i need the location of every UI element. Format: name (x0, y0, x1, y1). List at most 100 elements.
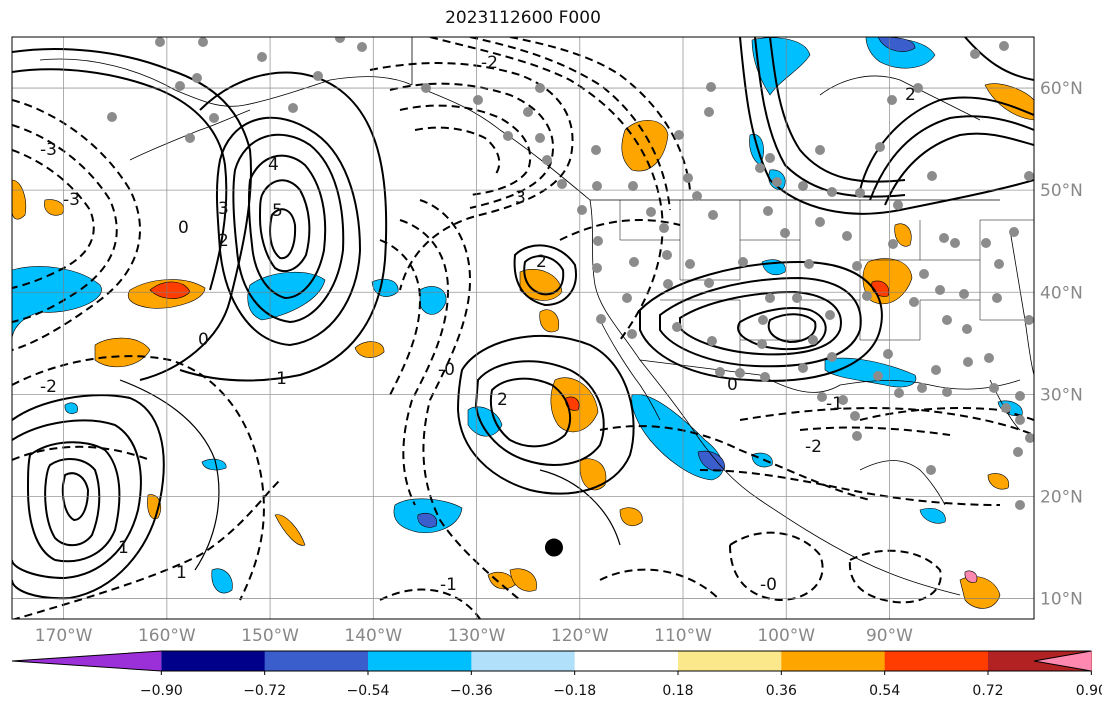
colorbar-extend-low (12, 651, 162, 671)
colorbar-segment (161, 651, 266, 671)
colorbar-tick-label: −0.18 (553, 683, 596, 699)
contour-labels: 2 3 4 5 0 -1 -2 -3 0 -0 1 2 3 0 -2 -0 -1… (40, 53, 916, 595)
contour-label: -1 (826, 394, 843, 414)
lon-tick-label: 130°W (448, 626, 506, 646)
contour-high-gulf-alaska-1 (215, 116, 362, 347)
shade-blue-canada-1 (751, 37, 811, 96)
coast-alaska (39, 58, 413, 107)
contour-high-gulf-alaska-5 (269, 208, 297, 260)
contour-label: 3 (218, 199, 229, 219)
contour-label: -3 (40, 140, 57, 160)
shade-orange-central (354, 341, 385, 358)
coastlines (39, 37, 1034, 596)
contour-trough-3 (679, 290, 842, 356)
colorbar-tick-label: −0.54 (347, 683, 390, 699)
coast-baja (599, 319, 661, 421)
colorbar-tick-label: 0.18 (662, 683, 693, 699)
contour-label: 0 (727, 375, 738, 395)
colorbar-tick-label: −0.90 (140, 683, 183, 699)
contour-label: 3 (515, 188, 526, 208)
lon-tick-label: 120°W (551, 626, 609, 646)
contour-trough-1 (639, 260, 883, 382)
shade-orange-w3 (44, 199, 65, 216)
contour-label: 2 (536, 252, 547, 272)
contour-label: -0 (438, 360, 455, 380)
shade-orange-south-2 (509, 568, 537, 592)
contour-label: 5 (272, 201, 283, 221)
shade-orange-baja-1 (539, 309, 560, 333)
colorbar-segment (884, 651, 989, 671)
contour-high-sw-3 (26, 441, 121, 563)
contour-high-sw-4 (44, 458, 101, 547)
lon-tick-label: 140°W (344, 626, 402, 646)
thin-contours (119, 379, 621, 571)
contour-label: -1 (270, 369, 287, 389)
lon-tick-label: 150°W (241, 626, 299, 646)
colorbar-extend-high (1034, 651, 1092, 671)
shade-royal-subtrop-w (417, 512, 438, 528)
shade-blue-w-small (211, 568, 233, 594)
shade-blue-central-2 (419, 286, 447, 315)
shade-blue-w-small-2 (64, 402, 78, 414)
lon-tick-label: 90°W (866, 626, 913, 646)
coast-bc (424, 89, 591, 201)
colorbar-tick-label: 0.72 (972, 683, 1003, 699)
lon-tick-label: 100°W (757, 626, 815, 646)
shade-orange-east-1 (579, 458, 607, 491)
lat-tick-label: 20°N (1040, 487, 1083, 507)
lat-tick-label: 60°N (1040, 79, 1083, 99)
lon-tick-label: 170°W (35, 626, 93, 646)
lat-tick-label: 10°N (1040, 590, 1083, 610)
shade-orange-plains-2 (894, 223, 912, 247)
border-us-mexico (639, 359, 841, 393)
shade-blue-caribbean (919, 508, 946, 524)
coast-hudson (819, 75, 981, 121)
lat-tick-label: 50°N (1040, 181, 1083, 201)
latitude-tick-labels: 60°N 50°N 40°N 30°N 20°N 10°N (1040, 79, 1083, 610)
contour-label: 0 (178, 218, 189, 238)
contour-high-gulf-alaska-3 (247, 154, 327, 300)
contour-label: -2 (805, 437, 822, 457)
colorbar-segment (781, 651, 886, 671)
lat-tick-label: 40°N (1040, 283, 1083, 303)
contour-label: -2 (40, 377, 57, 397)
figure-title: 2023112600 F000 (445, 8, 601, 28)
contour-mid-3 (490, 377, 572, 448)
colorbar-segment (368, 651, 472, 671)
solid-contours (12, 37, 1034, 600)
colorbar-tick-label: 0.90 (1076, 683, 1102, 699)
colorbar-segment (471, 651, 576, 671)
map-panel: 2 3 4 5 0 -1 -2 -3 0 -0 1 2 3 0 -2 -0 -1… (12, 37, 1034, 619)
dashed-contours (12, 37, 1034, 619)
shade-blue-north-pacific-west (12, 266, 102, 341)
location-marker (544, 538, 563, 557)
station-dots (107, 37, 1034, 510)
colorbar-tick-label: 0.54 (869, 683, 900, 699)
contour-low-socal-1 (513, 244, 577, 307)
contour-high-gulf-alaska-4 (258, 179, 311, 273)
lon-tick-label: 160°W (138, 626, 196, 646)
contour-label: -2 (481, 53, 498, 73)
state-borders (619, 200, 1034, 380)
contour-label: -3 (63, 190, 80, 210)
contour-label: -1 (440, 575, 457, 595)
contour-label: 0 (198, 330, 209, 350)
colorbar-segment (574, 651, 679, 671)
shaded-anomaly-regions (12, 37, 1034, 609)
colorbar-tick-label: −0.36 (450, 683, 493, 699)
contour-trough-4 (737, 307, 827, 351)
contour-label: 2 (905, 85, 916, 105)
contour-mid-2 (474, 360, 605, 466)
colorbar-segment (264, 651, 369, 671)
shade-orange-pnw (621, 120, 669, 172)
colorbar-tick-label: 0.36 (766, 683, 797, 699)
contour-high-gulf-alaska-2 (232, 133, 345, 324)
shade-orange-east-2 (619, 507, 643, 526)
contour-label: 2 (497, 390, 508, 410)
coast-us-west (589, 199, 961, 596)
shade-blue-gulf-alaska (247, 271, 326, 321)
contour-high-sw-2 (12, 419, 142, 580)
colorbar-segment (678, 651, 782, 671)
contour-label: 2 (218, 231, 229, 251)
